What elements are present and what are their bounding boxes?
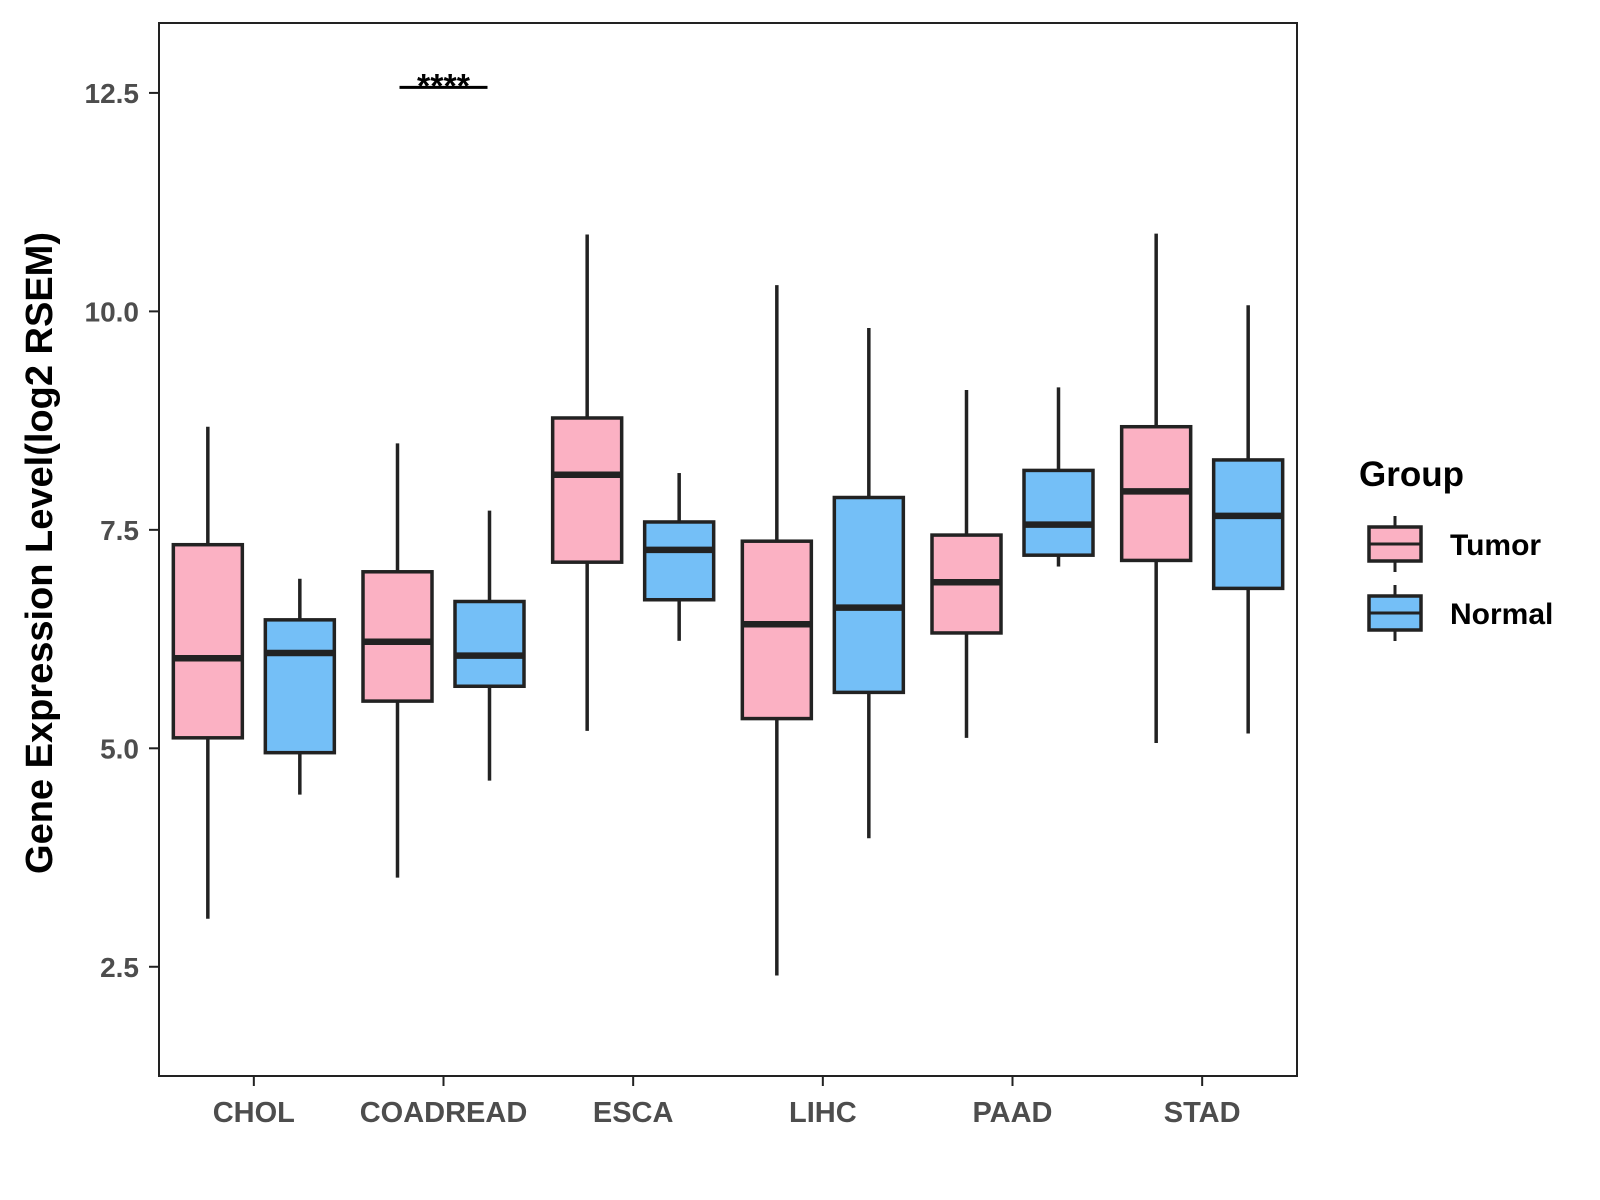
box-body bbox=[832, 495, 906, 695]
box-body bbox=[453, 599, 526, 689]
box-body bbox=[263, 618, 337, 755]
y-tick-label: 7.5 bbox=[100, 515, 139, 546]
box-tumor-coadread bbox=[361, 443, 434, 878]
legend-item-tumor: Tumor bbox=[1367, 516, 1541, 572]
legend-label: Normal bbox=[1450, 598, 1553, 631]
box-normal-lihc bbox=[832, 327, 906, 839]
annotation-layer: **** bbox=[399, 67, 488, 105]
significance-label: **** bbox=[417, 67, 471, 105]
plot-panel bbox=[158, 22, 1298, 1077]
box-tumor-stad bbox=[1119, 233, 1193, 744]
y-tick-label: 2.5 bbox=[100, 952, 139, 983]
axis-layer: 2.5 5.0 7.5 10.0 12.5 CHOL COADREAD ESCA LIHC PAA… bbox=[85, 78, 1241, 1129]
x-tick-label: CHOL bbox=[213, 1097, 295, 1129]
y-tick-label: 5.0 bbox=[100, 733, 139, 764]
x-tick-label: ESCA bbox=[593, 1097, 674, 1129]
panel-border bbox=[158, 22, 1298, 1077]
box-normal-coadread bbox=[453, 510, 526, 781]
legend-title: Group bbox=[1359, 455, 1464, 494]
box-layer bbox=[171, 233, 1285, 976]
box-normal-esca bbox=[642, 473, 716, 641]
box-body bbox=[550, 416, 624, 564]
box-body bbox=[1211, 458, 1285, 591]
box-body bbox=[1022, 468, 1095, 557]
box-tumor-paad bbox=[930, 390, 1003, 738]
box-body bbox=[361, 570, 434, 703]
box-tumor-esca bbox=[550, 234, 624, 731]
box-body bbox=[642, 520, 716, 602]
box-tumor-chol bbox=[171, 426, 245, 919]
box-normal-stad bbox=[1211, 305, 1285, 734]
legend-label: Tumor bbox=[1450, 529, 1541, 562]
x-tick-label: STAD bbox=[1164, 1097, 1241, 1129]
x-tick-label: COADREAD bbox=[360, 1097, 528, 1129]
y-tick-label: 12.5 bbox=[85, 78, 140, 109]
x-tick-label: LIHC bbox=[789, 1097, 857, 1129]
legend: Group Tumor Normal bbox=[1359, 455, 1553, 641]
y-tick-label: 10.0 bbox=[85, 296, 140, 327]
box-body bbox=[171, 542, 245, 740]
box-normal-chol bbox=[263, 578, 337, 795]
box-normal-paad bbox=[1022, 387, 1095, 567]
box-tumor-lihc bbox=[740, 285, 814, 976]
legend-item-normal: Normal bbox=[1367, 585, 1553, 641]
x-tick-label: PAAD bbox=[972, 1097, 1052, 1129]
box-body bbox=[740, 539, 814, 721]
y-axis-title: Gene Expression Level(log2 RSEM) bbox=[19, 232, 61, 874]
